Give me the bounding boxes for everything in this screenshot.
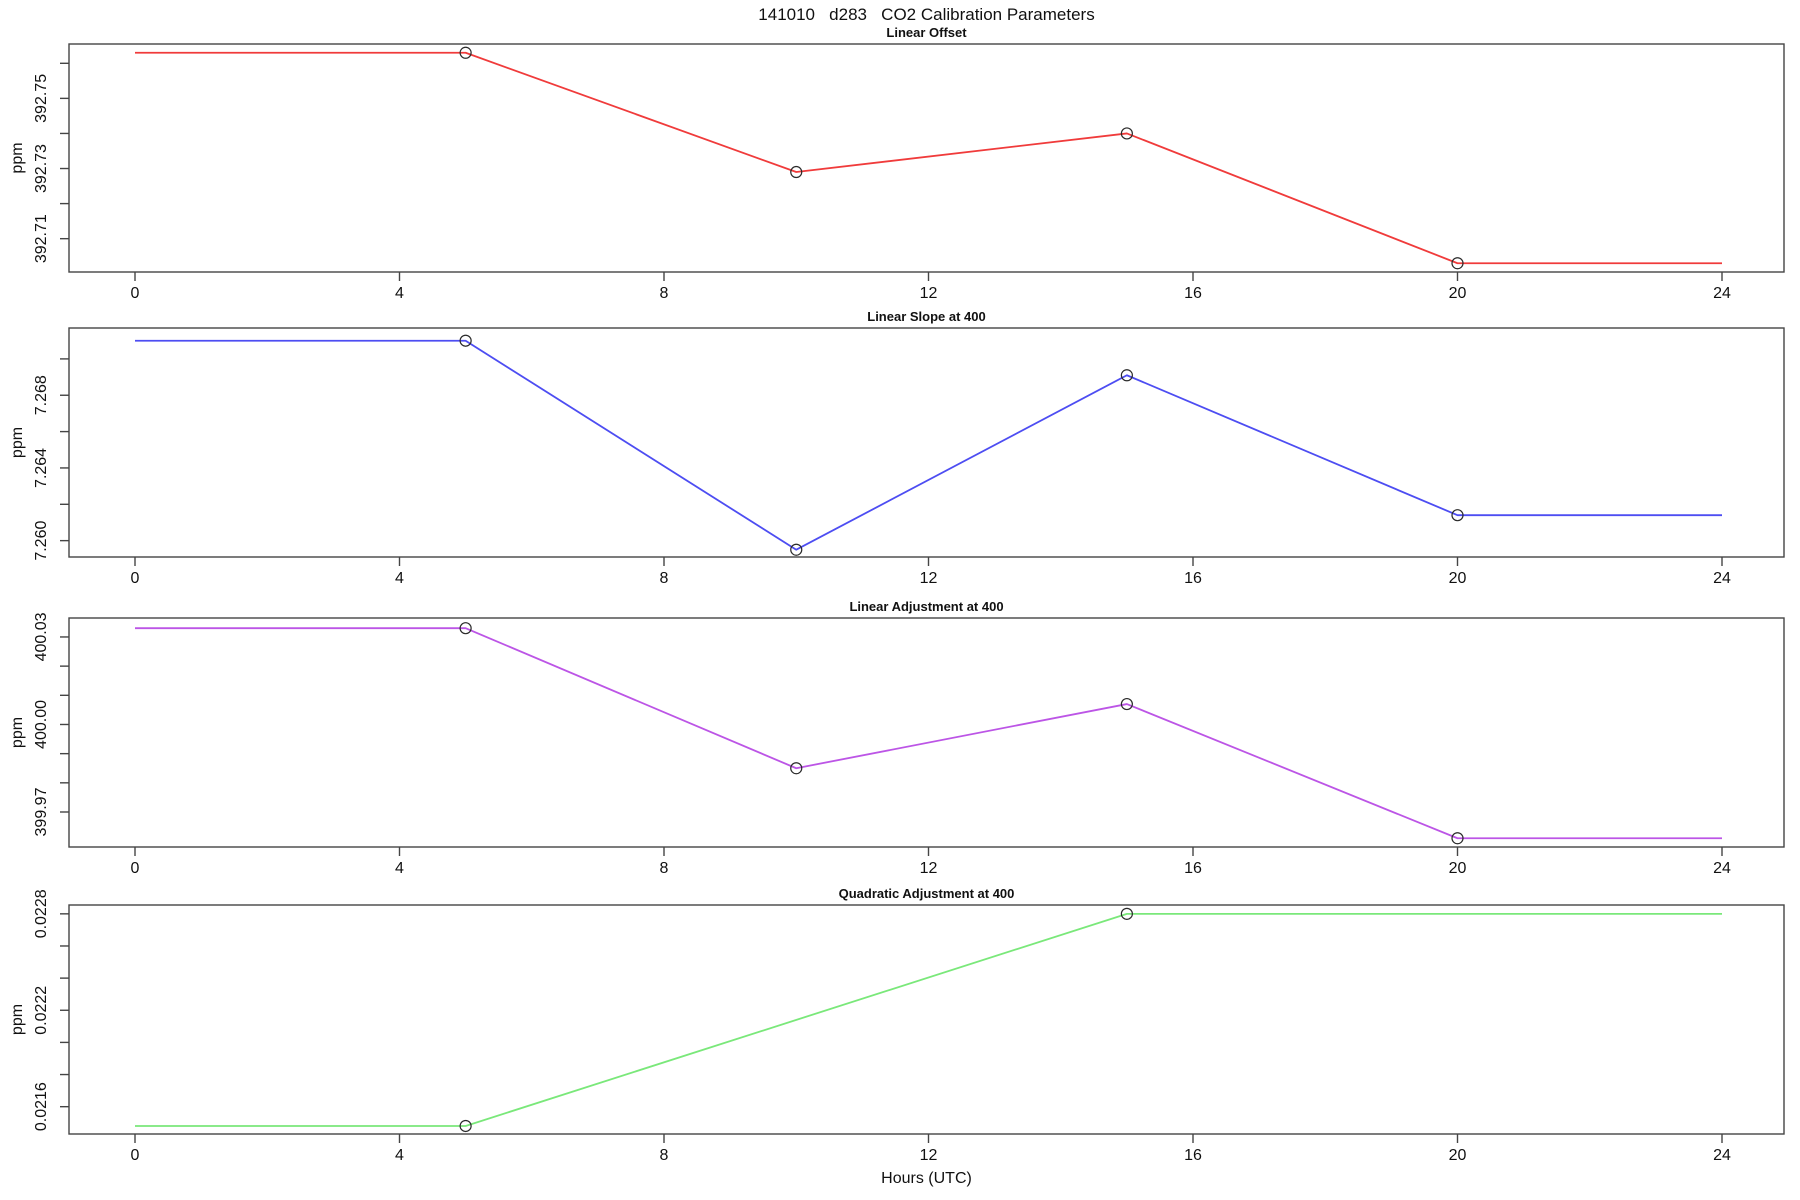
x-tick-label: 8 — [660, 1147, 669, 1164]
series-line — [135, 912, 1722, 1127]
y-tick-label: 392.71 — [33, 214, 50, 263]
y-tick-label: 0.0228 — [33, 889, 50, 938]
panel-title: Linear Offset — [886, 25, 967, 40]
y-tick-label: 392.75 — [33, 74, 50, 123]
y-tick-label: 0.0216 — [33, 1082, 50, 1131]
x-tick-label: 16 — [1184, 860, 1202, 877]
data-point-marker — [1120, 369, 1133, 382]
panel-quadratic-adjustment-at-400: Quadratic Adjustment at 400 0 4 8 12 16 20 24 0.… — [9, 886, 1785, 1164]
y-axis-label: ppm — [9, 427, 26, 458]
x-tick-label: 4 — [395, 860, 404, 877]
panel-border — [68, 904, 1785, 1135]
x-tick-label: 24 — [1713, 285, 1731, 302]
data-point-marker — [459, 334, 472, 347]
y-axis-label: ppm — [9, 142, 26, 173]
panel-border — [68, 43, 1785, 273]
x-tick-label: 12 — [920, 1147, 938, 1164]
y-tick-label: 7.264 — [33, 448, 50, 488]
data-point-marker — [1120, 697, 1133, 711]
x-tick-label: 0 — [131, 1147, 140, 1164]
x-tick-label: 16 — [1184, 1147, 1202, 1164]
data-point-marker — [1451, 257, 1464, 270]
x-tick-label: 4 — [395, 285, 404, 302]
y-tick-label: 0.0222 — [33, 986, 50, 1035]
x-tick-label: 20 — [1449, 285, 1467, 302]
panel-title: Linear Slope at 400 — [867, 309, 986, 324]
x-tick-label: 4 — [395, 1147, 404, 1164]
x-tick-label: 12 — [920, 285, 938, 302]
x-axis-label: Hours (UTC) — [881, 1170, 972, 1187]
panel-border — [68, 617, 1785, 848]
panel-linear-slope-at-400: Linear Slope at 400 0 4 8 12 16 20 24 7.260 7.264… — [9, 309, 1785, 587]
x-tick-label: 24 — [1713, 570, 1731, 587]
y-tick-label: 400.03 — [33, 612, 50, 661]
series-line — [135, 51, 1722, 265]
x-tick-label: 8 — [660, 570, 669, 587]
data-point-marker — [1120, 907, 1133, 920]
data-point-marker — [459, 46, 472, 59]
x-tick-label: 0 — [131, 285, 140, 302]
x-tick-label: 24 — [1713, 860, 1731, 877]
x-tick-label: 0 — [131, 860, 140, 877]
data-point-marker — [790, 165, 803, 179]
x-tick-label: 20 — [1449, 1147, 1467, 1164]
x-tick-label: 4 — [395, 570, 404, 587]
x-tick-label: 20 — [1449, 860, 1467, 877]
series-line — [135, 627, 1722, 840]
data-point-marker — [1451, 832, 1464, 845]
data-point-marker — [1451, 509, 1464, 522]
x-tick-label: 8 — [660, 285, 669, 302]
data-point-marker — [459, 1119, 472, 1133]
data-point-marker — [1120, 127, 1133, 140]
data-point-marker — [459, 622, 472, 635]
x-tick-label: 16 — [1184, 570, 1202, 587]
x-tick-label: 12 — [920, 860, 938, 877]
panel-border — [68, 327, 1785, 558]
x-tick-label: 8 — [660, 860, 669, 877]
y-tick-label: 7.268 — [33, 375, 50, 415]
y-tick-label: 399.97 — [33, 787, 50, 836]
x-tick-label: 12 — [920, 570, 938, 587]
x-tick-label: 16 — [1184, 285, 1202, 302]
series-line — [135, 339, 1722, 551]
x-tick-label: 20 — [1449, 570, 1467, 587]
y-tick-label: 392.73 — [33, 144, 50, 193]
data-point-marker — [790, 543, 803, 556]
panel-linear-offset: Linear Offset 0 4 8 12 16 20 24 392.71 392.73 392.… — [9, 25, 1785, 302]
panel-title: Quadratic Adjustment at 400 — [839, 886, 1015, 901]
panel-linear-adjustment-at-400: Linear Adjustment at 400 0 4 8 12 16 20 24 399.9… — [9, 599, 1785, 877]
y-axis-label: ppm — [9, 717, 26, 748]
panel-title: Linear Adjustment at 400 — [849, 599, 1003, 614]
x-tick-label: 24 — [1713, 1147, 1731, 1164]
data-point-marker — [790, 762, 803, 775]
x-tick-label: 0 — [131, 570, 140, 587]
figure-title: 141010 d283 CO2 Calibration Parameters — [758, 5, 1095, 24]
y-axis-label: ppm — [9, 1004, 26, 1035]
y-tick-label: 400.00 — [33, 700, 50, 749]
y-tick-label: 7.260 — [33, 521, 50, 561]
